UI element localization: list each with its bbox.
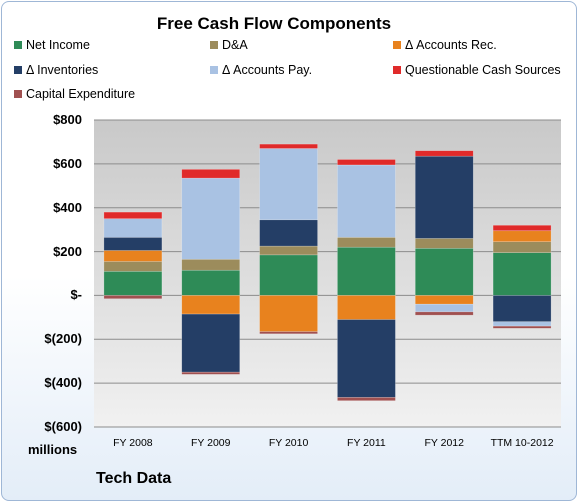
- y-tick-label: $(400): [44, 375, 82, 391]
- bar-segment: [181, 177, 241, 260]
- legend-item-questionable-cash: Questionable Cash Sources: [393, 63, 561, 77]
- bar-segment: [181, 295, 241, 315]
- legend-label: Δ Inventories: [26, 63, 99, 77]
- bar-segment: [337, 397, 396, 401]
- y-tick-label: $400: [53, 199, 82, 215]
- bar-segment: [492, 252, 552, 296]
- legend-swatch: [14, 41, 22, 49]
- bar-segment: [181, 313, 241, 373]
- bar-segment: [414, 247, 474, 296]
- y-tick-label: $800: [53, 112, 82, 127]
- legend-swatch: [393, 66, 401, 74]
- bar-segment: [103, 211, 163, 219]
- bar-segment: [337, 246, 396, 296]
- x-tick-label: TTM 10-2012: [490, 437, 554, 449]
- legend-item-da: D&A: [210, 38, 248, 52]
- bar-segment: [337, 164, 396, 238]
- bar-segment: [414, 155, 474, 239]
- bar-segment: [103, 271, 163, 296]
- legend-label: Net Income: [26, 38, 90, 52]
- bar-segment: [259, 245, 318, 256]
- bar-segment: [259, 143, 318, 149]
- legend-label: Δ Accounts Pay.: [222, 63, 313, 77]
- legend-item-accounts-pay: Δ Accounts Pay.: [210, 63, 312, 77]
- legend-item-net-income: Net Income: [14, 38, 90, 52]
- legend-item-accounts-rec: Δ Accounts Rec.: [393, 38, 497, 52]
- legend-label: Capital Expenditure: [26, 87, 136, 101]
- bar-segment: [337, 159, 396, 166]
- bar-segment: [492, 230, 552, 243]
- company-name: Tech Data: [96, 470, 172, 487]
- bar-segment: [259, 331, 318, 335]
- bar-segment: [181, 169, 241, 179]
- x-tick-label: FY 2011: [347, 437, 386, 449]
- bar-segment: [181, 371, 241, 375]
- legend-label: D&A: [222, 38, 248, 52]
- bar-segment: [103, 295, 163, 300]
- legend-label: Questionable Cash Sources: [405, 63, 561, 77]
- bar-segment: [414, 150, 474, 157]
- legend-swatch: [210, 41, 218, 49]
- bar-segment: [492, 295, 552, 323]
- bar-segment: [103, 237, 163, 251]
- legend-swatch: [210, 66, 218, 74]
- x-tick-label: FY 2012: [424, 437, 464, 449]
- bar-segment: [259, 254, 318, 296]
- y-tick-label: $600: [53, 155, 82, 171]
- plot-area: [94, 120, 561, 427]
- legend-swatch: [393, 41, 401, 49]
- bar-segment: [337, 237, 396, 248]
- legend-item-capex: Capital Expenditure: [14, 87, 135, 101]
- bar-segment: [103, 261, 163, 272]
- bar-segment: [414, 311, 474, 316]
- legend-item-inventories: Δ Inventories: [14, 63, 98, 77]
- bar-segment: [181, 258, 241, 271]
- y-tick-label: $(600): [44, 419, 82, 434]
- bar-segment: [492, 325, 552, 329]
- chart-title: Free Cash Flow Components: [156, 14, 392, 33]
- legend-swatch: [14, 90, 22, 98]
- bar-segment: [259, 295, 318, 332]
- bar-segment: [259, 219, 318, 247]
- bar-segment: [337, 319, 396, 398]
- bar-segment: [414, 238, 474, 249]
- x-tick-label: FY 2010: [268, 437, 309, 449]
- legend-swatch: [14, 66, 22, 74]
- y-tick-label: $(200): [44, 331, 82, 347]
- bar-segment: [259, 148, 318, 221]
- bar-segment: [414, 295, 474, 305]
- bar-segment: [337, 295, 396, 320]
- bar-segment: [103, 218, 163, 238]
- x-tick-label: FY 2008: [113, 437, 153, 449]
- bar-segment: [414, 303, 474, 313]
- bar-segment: [492, 224, 552, 232]
- y-tick-label: $-: [70, 287, 82, 303]
- y-tick-label: $200: [53, 243, 82, 259]
- bar-segment: [492, 321, 552, 327]
- units-label: millions: [28, 442, 78, 457]
- bar-segment: [492, 241, 552, 253]
- bar-segment: [103, 250, 163, 262]
- bar-segment: [181, 269, 241, 296]
- x-tick-label: FY 2009: [190, 437, 231, 449]
- legend-label: Δ Accounts Rec.: [405, 38, 497, 52]
